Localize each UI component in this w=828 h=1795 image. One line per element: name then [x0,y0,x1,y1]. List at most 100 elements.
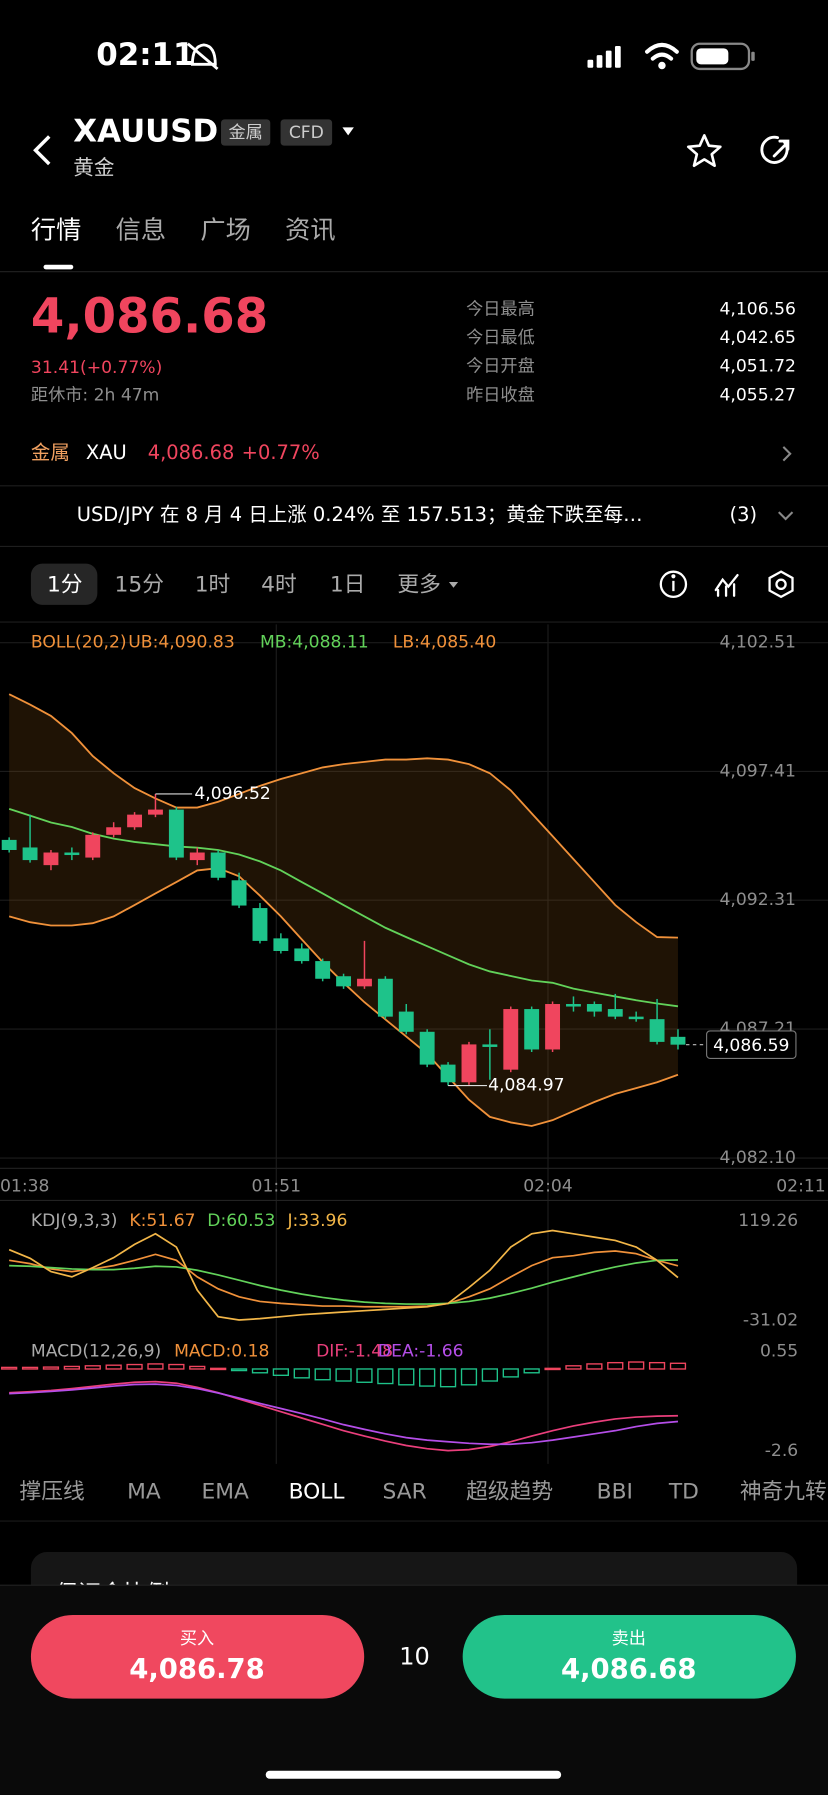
macd-bar [419,1368,436,1387]
candle-body [85,834,101,858]
legend-entry: J:33.96 [286,1211,347,1231]
boll-label: BOLL(20,2) [31,633,127,653]
tags: 金属 CFD [221,119,333,146]
battery-icon [690,42,755,71]
interval[interactable]: 1日 [330,572,366,597]
settings-button[interactable] [768,570,794,599]
tab[interactable]: 信息 [116,216,166,245]
home-indicator [265,1770,562,1779]
related-change: +0.77% [242,441,320,464]
favorite-button[interactable] [686,134,722,168]
candle-body [357,978,372,987]
wifi-icon [645,42,679,70]
candle-body [210,852,226,878]
intervals: 1分 15分 1时 4时 1日 更多 [30,563,459,605]
y-tick-label: 4,082.10 [720,1148,796,1168]
macd-tick-label: 0.55 [760,1342,798,1362]
macd-bar [1,1366,18,1370]
x-tick-label: 01:51 [252,1177,301,1197]
interval-pill [30,563,98,605]
candle-body [231,880,247,906]
macd-bar [628,1361,645,1370]
stat-value: 4,051.72 [720,357,796,377]
macd-bar [356,1368,373,1383]
symbol: XAUUSD [73,114,218,150]
indicator-tab[interactable]: 撑压线 [19,1479,84,1504]
candle-body [43,852,59,866]
macd-bar [293,1368,310,1379]
card-background [30,1552,798,1586]
indicator-tab[interactable]: BBI [597,1479,633,1504]
price-chart: 4,102.514,097.414,092.314,087.214,082.10… [0,624,828,1464]
indicator-button[interactable] [714,573,739,597]
kdj-line [9,1259,678,1305]
share-button[interactable] [760,135,790,164]
macd-bar [272,1368,289,1376]
last-price-label: 4,086.59 [713,1036,789,1056]
indicator-tab[interactable]: MA [127,1479,161,1504]
macd-label: MACD(12,26,9) [31,1342,161,1362]
macd-bar [230,1368,248,1372]
y-tick-label: 4,102.51 [720,633,796,653]
signal-icon [587,46,621,68]
macd-bar [481,1368,499,1382]
macd-bar [398,1368,415,1386]
indicator-tab[interactable]: SAR [383,1479,427,1504]
tag-bg [280,119,333,146]
tab[interactable]: 广场 [200,216,250,245]
indicator-tab[interactable]: TD [668,1479,699,1504]
info-button[interactable] [659,570,688,599]
candle-body [377,978,393,1017]
boll-line [8,693,678,939]
tab[interactable]: 行情 [31,216,81,245]
candle-body [398,1011,414,1032]
candle-body [127,814,143,828]
news-expand[interactable] [778,511,794,521]
candle-body [273,938,289,951]
interval[interactable]: 4时 [261,572,297,597]
indicator-tab[interactable]: BOLL [289,1479,345,1504]
interval[interactable]: 更多 [397,572,441,597]
legend-entry: LB:4,085.40 [393,633,497,653]
buy-button-bg[interactable] [30,1614,365,1699]
macd-line [9,1383,679,1446]
symbol-dropdown[interactable] [342,127,354,136]
stat-label: 今日最高 [466,299,535,319]
symbol-name: 黄金 [73,156,115,180]
quantity[interactable]: 10 [399,1642,430,1670]
interval[interactable]: 1时 [195,572,231,597]
dropdown-caret [448,581,459,588]
tab[interactable]: 资讯 [285,216,335,245]
back-button[interactable] [33,135,51,166]
boll-line [8,807,679,1008]
sell-button[interactable]: 卖出 4,086.68 [462,1614,796,1699]
interval[interactable]: 15分 [115,572,164,597]
macd-bar [523,1368,540,1374]
last-price-box [706,1030,797,1059]
interval[interactable]: 1分 [47,572,83,597]
indicator-tab[interactable]: 神奇九转 [740,1479,827,1504]
news-headline[interactable]: USD/JPY 在 8 月 4 日上涨 0.24% 至 157.513；黄金下跌… [77,503,643,526]
candle-body [670,1036,686,1045]
buy-button[interactable]: 买入 4,086.78 [30,1614,365,1699]
legend-entry: DIF:-1.48 [316,1342,393,1362]
indicator-tab[interactable]: EMA [202,1479,250,1504]
mute-icon [186,42,219,71]
indicator-tabs: 撑压线 MA EMA BOLL SAR 超级趋势 BBI TD 神奇九转 [19,1479,826,1504]
sell-button-bg[interactable] [462,1614,796,1699]
indicator-tab[interactable]: 超级趋势 [466,1479,553,1504]
stat-label: 今日开盘 [466,357,535,377]
margin-card: 保证金比例 [30,1552,798,1586]
candle-body [545,1004,561,1050]
related-symbol[interactable]: XAU [86,441,127,464]
macd-bar [63,1365,80,1370]
candle-body [168,809,184,858]
tabs: 行情 信息 广场 资讯 [31,216,336,270]
related-chevron[interactable] [782,446,792,462]
macd-bar [126,1363,143,1370]
candle-body [586,1004,602,1012]
candle-body [148,809,163,815]
related-category: 金属 [31,441,70,464]
kdj-line [9,1250,679,1308]
legend-entry: MB:4,088.11 [260,633,369,653]
